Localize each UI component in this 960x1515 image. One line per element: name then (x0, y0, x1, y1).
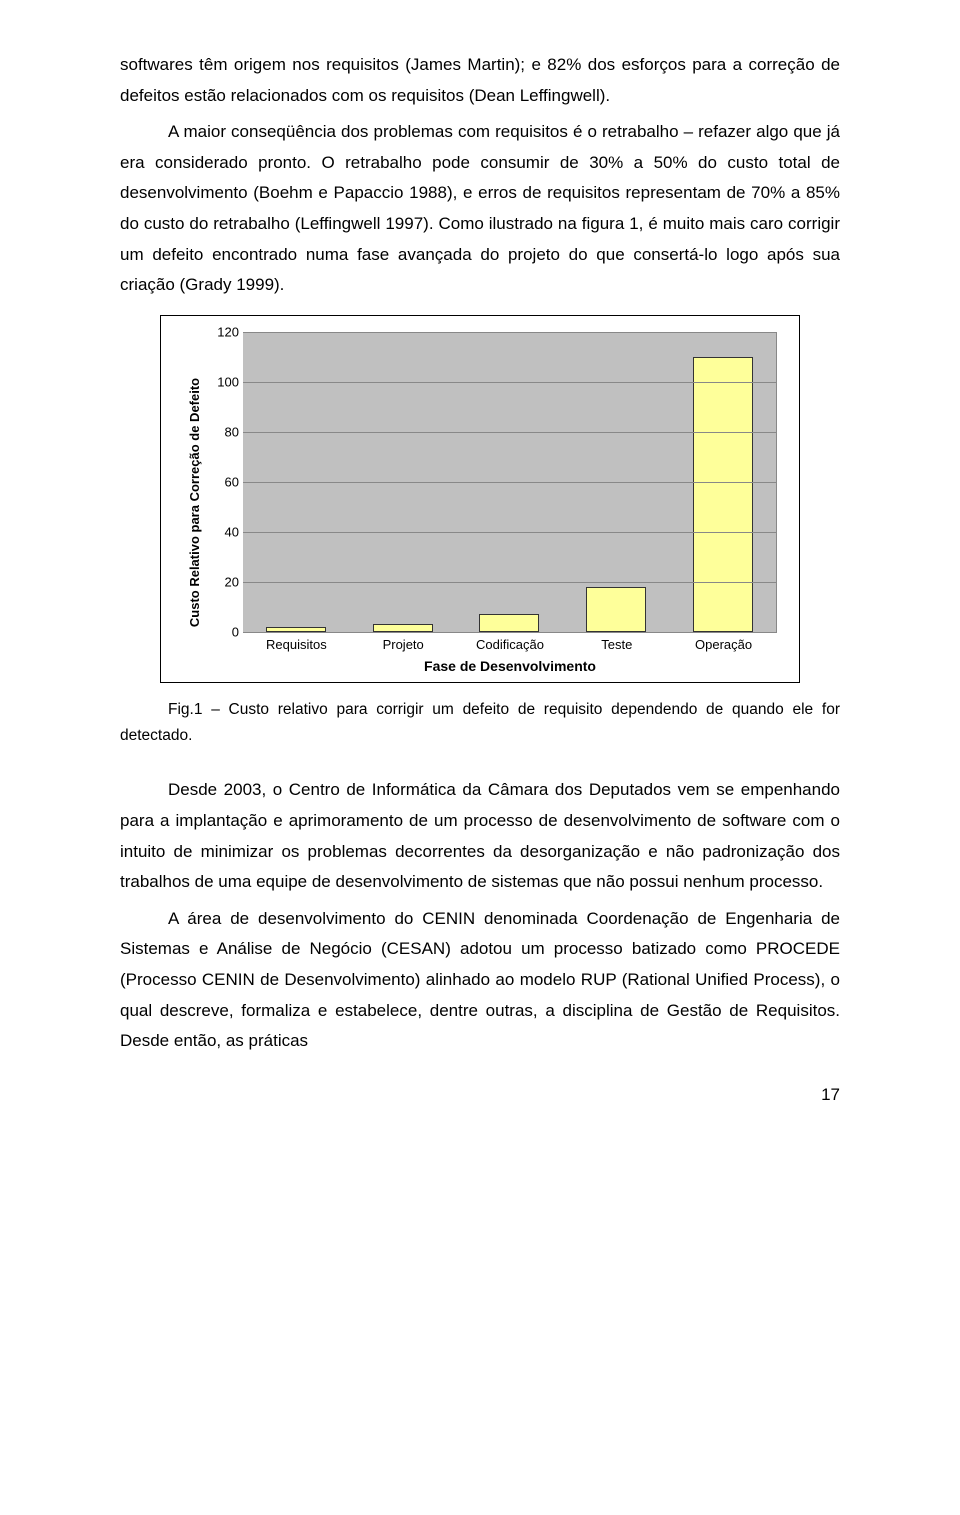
plot-area: 020406080100120 (243, 332, 777, 632)
gridline (243, 532, 776, 533)
document-page: softwares têm origem nos requisitos (Jam… (60, 0, 900, 1145)
gridline (243, 482, 776, 483)
bar (586, 587, 646, 632)
y-tick-label: 100 (209, 374, 239, 389)
x-tick-label: Teste (572, 637, 662, 652)
page-number: 17 (120, 1085, 840, 1105)
paragraph-2: A maior conseqüência dos problemas com r… (120, 117, 840, 301)
gridline (243, 382, 776, 383)
bar (693, 357, 753, 632)
x-axis-title: Fase de Desenvolvimento (243, 658, 777, 674)
gridline (243, 332, 776, 333)
gridline (243, 432, 776, 433)
paragraph-1: softwares têm origem nos requisitos (Jam… (120, 50, 840, 111)
y-tick-label: 40 (209, 524, 239, 539)
y-axis-label: Custo Relativo para Correção de Defeito (188, 378, 203, 627)
y-axis-label-wrap: Custo Relativo para Correção de Defeito (183, 332, 207, 674)
x-tick-label: Projeto (358, 637, 448, 652)
x-tick-label: Requisitos (251, 637, 341, 652)
figure-1-caption: Fig.1 – Custo relativo para corrigir um … (120, 697, 840, 750)
y-tick-label: 120 (209, 324, 239, 339)
chart-inner: Custo Relativo para Correção de Defeito … (183, 332, 777, 674)
y-tick-label: 60 (209, 474, 239, 489)
gridline (243, 632, 776, 633)
bar (479, 614, 539, 632)
y-tick-label: 20 (209, 574, 239, 589)
x-tick-label: Operação (679, 637, 769, 652)
bar (373, 624, 433, 632)
y-tick-label: 0 (209, 624, 239, 639)
figure-1-chart: Custo Relativo para Correção de Defeito … (160, 315, 800, 683)
x-labels-row: Requisitos Projeto Codificação Teste Operaçã… (243, 632, 777, 652)
gridline (243, 582, 776, 583)
plot-column: 020406080100120 Requisitos Projeto Codific… (207, 332, 777, 674)
y-tick-label: 80 (209, 424, 239, 439)
x-tick-label: Codificação (465, 637, 555, 652)
paragraph-4: A área de desenvolvimento do CENIN denom… (120, 904, 840, 1057)
paragraph-3: Desde 2003, o Centro de Informática da C… (120, 775, 840, 897)
